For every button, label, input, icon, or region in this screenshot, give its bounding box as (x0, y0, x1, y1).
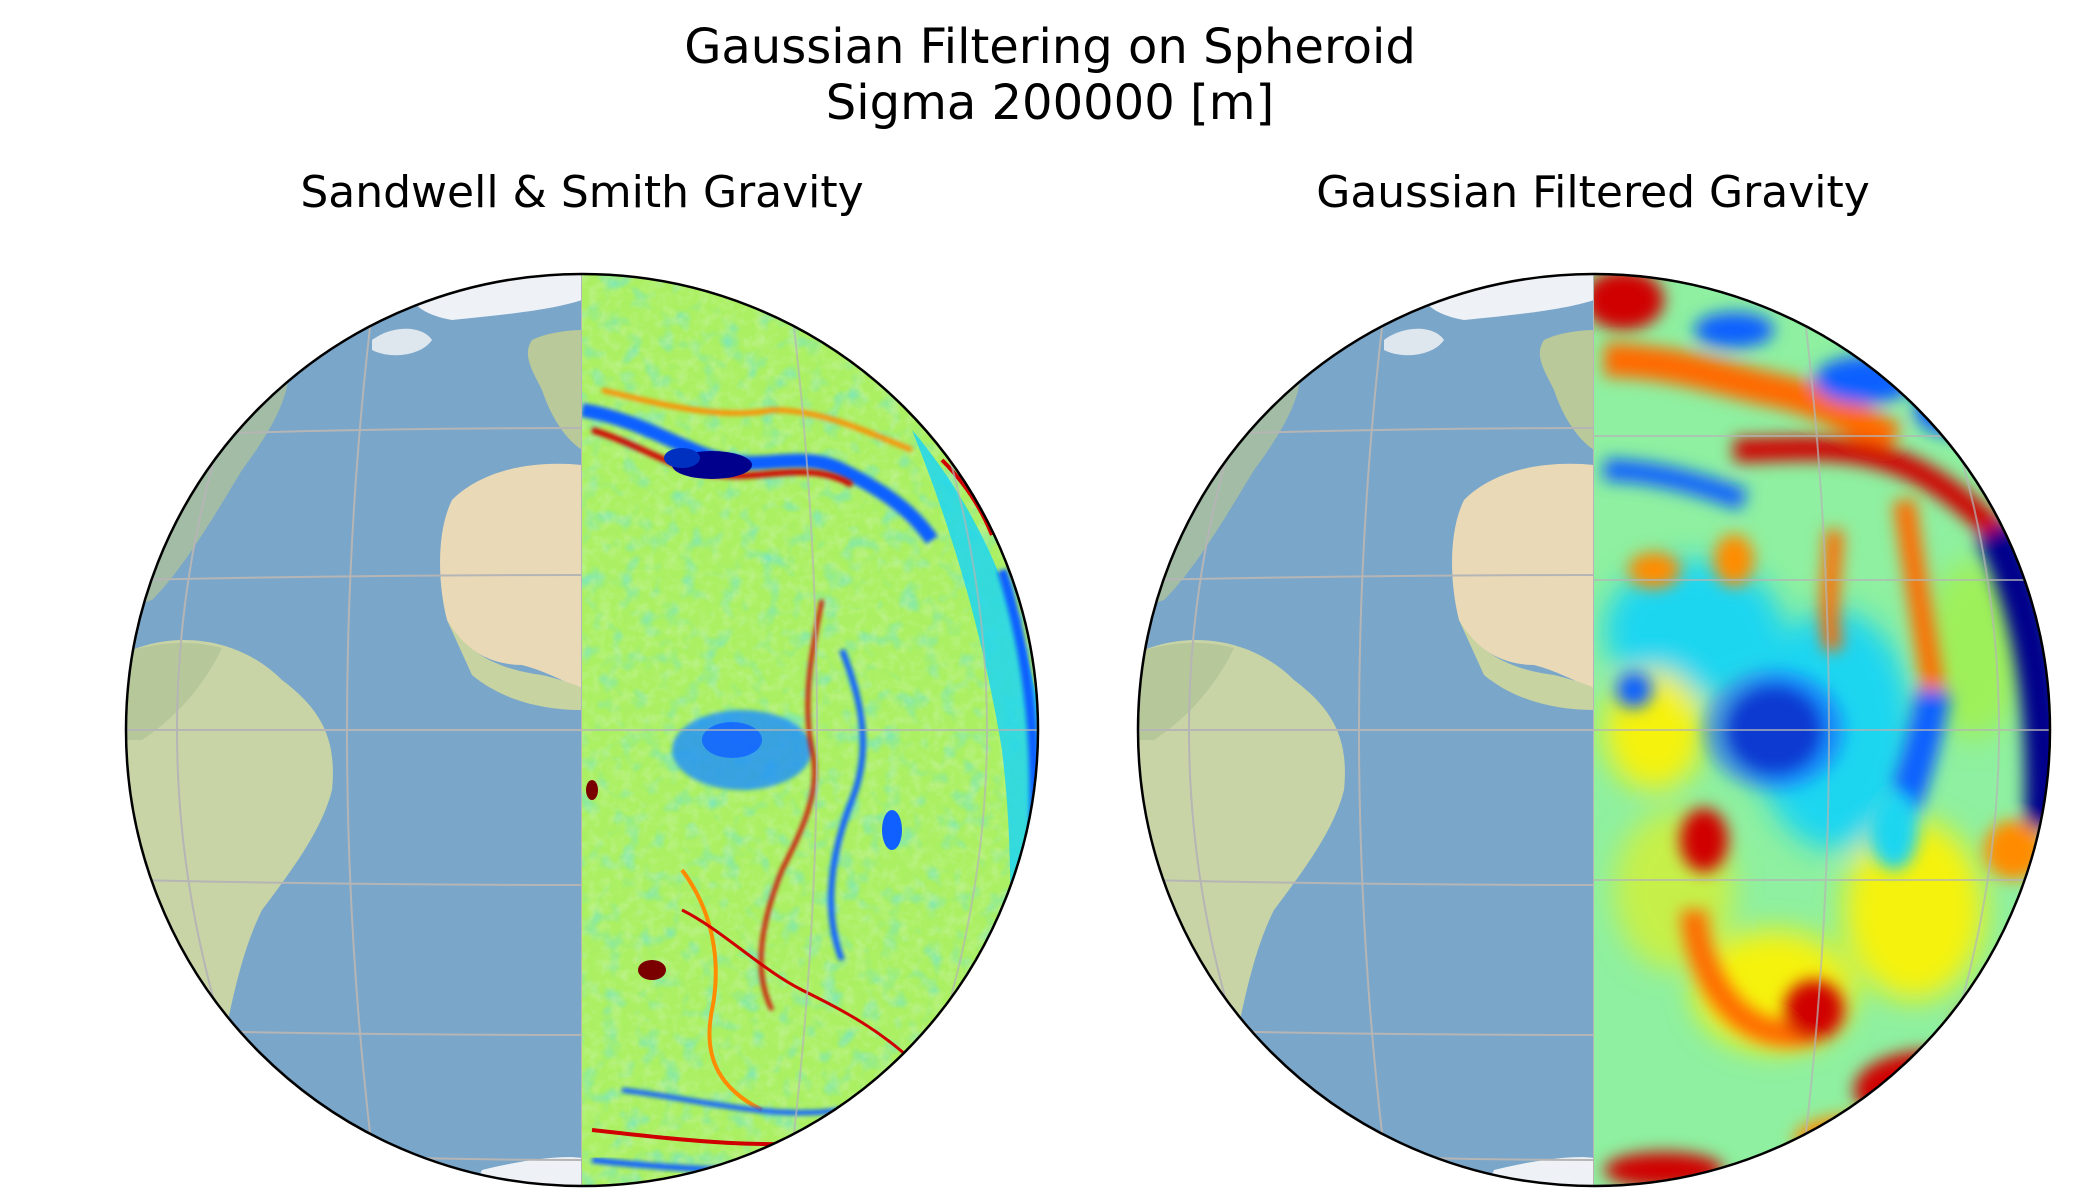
left-globe-map (124, 272, 1040, 1188)
figure-subtitle: Sigma 200000 [m] (825, 75, 1275, 131)
right-globe-map (1136, 272, 2052, 1188)
europe-land (1539, 330, 1594, 450)
amazon-land (126, 642, 222, 740)
right-panel-title: Gaussian Filtered Gravity (1316, 167, 1870, 218)
africa-sahel (1459, 620, 1594, 710)
raw-gravity-overlay (582, 274, 1038, 1186)
europe-land (527, 330, 582, 450)
globe-outline (1136, 272, 2052, 1188)
amazon-land (1138, 642, 1234, 740)
africa-sahara (1452, 463, 1594, 690)
iceland (1384, 328, 1444, 356)
africa-sahara (440, 463, 582, 690)
africa-sahel (447, 620, 582, 710)
left-panel-title: Sandwell & Smith Gravity (300, 167, 864, 218)
globe-outline (124, 272, 1040, 1188)
filtered-gravity-overlay (1594, 274, 2050, 1186)
figure-title: Gaussian Filtering on Spheroid (684, 19, 1416, 75)
iceland (372, 328, 432, 356)
